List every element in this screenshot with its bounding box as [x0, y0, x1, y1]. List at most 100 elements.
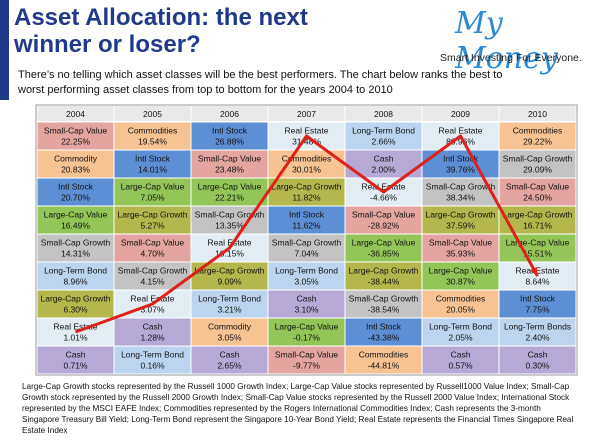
asset-return: -28.92% [368, 220, 400, 230]
asset-return: -43.38% [368, 332, 400, 342]
asset-name: Real Estate [516, 265, 560, 275]
asset-cell [114, 150, 191, 178]
asset-return: 30.01% [292, 164, 321, 174]
asset-cell [191, 318, 268, 346]
asset-cell [422, 262, 499, 290]
asset-return: 13.35% [215, 220, 244, 230]
asset-name: Real Estate [439, 125, 483, 135]
asset-cell [422, 290, 499, 318]
asset-return: 19.54% [138, 136, 167, 146]
asset-name: Commodities [513, 125, 563, 135]
asset-return: 0.16% [140, 360, 165, 370]
asset-cell [191, 178, 268, 206]
asset-name: Intl Stock [443, 153, 479, 163]
asset-return: -36.85% [368, 248, 400, 258]
asset-name: Small-Cap Growth [272, 237, 342, 247]
asset-name: Long-Term Bonds [504, 321, 571, 331]
asset-cell [37, 234, 114, 262]
asset-cell [422, 346, 499, 374]
asset-return: 37.59% [446, 220, 475, 230]
asset-return: 11.62% [292, 220, 321, 230]
asset-cell [114, 318, 191, 346]
asset-cell [268, 346, 345, 374]
asset-name: Large-Cap Value [198, 181, 262, 191]
asset-return: 35.93% [446, 248, 475, 258]
asset-name: Long-Term Bond [198, 293, 261, 303]
intro: There’s no telling which asset classes w… [18, 69, 503, 96]
asset-name: Large-Cap Value [429, 265, 493, 275]
header-cell [114, 106, 191, 121]
asset-return: 31.48% [292, 136, 321, 146]
title: Asset Allocation: the next winner or los… [14, 4, 308, 58]
asset-name: Small-Cap Value [121, 237, 184, 247]
asset-cell [499, 234, 576, 262]
asset-return: 30.87% [446, 276, 475, 286]
asset-return: 20.70% [61, 192, 90, 202]
asset-return: -9.77% [293, 360, 320, 370]
asset-name: Small-Cap Value [506, 181, 569, 191]
asset-return: 22.21% [215, 192, 244, 202]
asset-cell [345, 122, 422, 150]
asset-cell [345, 346, 422, 374]
asset-return: 6.30% [63, 304, 88, 314]
asset-return: 29.09% [523, 164, 552, 174]
asset-name: Large-Cap Growth [118, 209, 188, 219]
asset-return: 9.09% [217, 276, 242, 286]
asset-cell [37, 150, 114, 178]
asset-return: 20.83% [61, 164, 90, 174]
asset-cell [114, 234, 191, 262]
asset-return: 7.04% [294, 248, 319, 258]
asset-name: Large-Cap Growth [349, 265, 419, 275]
asset-name: Cash [220, 349, 240, 359]
asset-cell [499, 150, 576, 178]
asset-name: Intl Stock [520, 293, 556, 303]
asset-cell [499, 290, 576, 318]
asset-name: Small-Cap Growth [118, 265, 188, 275]
asset-return: 0.30% [525, 360, 550, 370]
asset-cell [422, 318, 499, 346]
asset-return: 1.01% [63, 332, 88, 342]
asset-cell [499, 318, 576, 346]
asset-name: Large-Cap Value [44, 209, 108, 219]
asset-return: 10.15% [215, 248, 244, 258]
asset-return: 3.07% [140, 304, 165, 314]
asset-return: 24.50% [523, 192, 552, 202]
asset-name: Intl Stock [212, 125, 248, 135]
asset-name: Commodities [128, 125, 178, 135]
asset-name: Large-Cap Value [121, 181, 185, 191]
asset-name: Cash [66, 349, 86, 359]
asset-name: Commodities [282, 153, 332, 163]
tagline: Smart Investing For Everyone. [440, 52, 582, 64]
asset-return: -44.81% [368, 360, 400, 370]
asset-return: 29.22% [523, 136, 552, 146]
asset-return: 22.25% [61, 136, 90, 146]
asset-cell [268, 318, 345, 346]
asset-name: Commodities [436, 293, 486, 303]
asset-name: Small-Cap Value [275, 349, 338, 359]
year-header: 2008 [374, 109, 393, 119]
year-header: 2005 [143, 109, 162, 119]
header-cell [37, 106, 114, 121]
asset-return: 80.96% [446, 136, 475, 146]
asset-cell [268, 262, 345, 290]
asset-return: 2.00% [371, 164, 396, 174]
asset-name: Small-Cap Value [198, 153, 261, 163]
asset-name: Intl Stock [366, 321, 402, 331]
asset-return: 38.34% [446, 192, 475, 202]
asset-cell [114, 178, 191, 206]
asset-name: Commodities [359, 349, 409, 359]
side-bar [0, 0, 9, 100]
asset-name: Large-Cap Growth [41, 293, 111, 303]
footnote: Large-Cap Growth stocks represented by t… [22, 382, 574, 435]
asset-cell [114, 122, 191, 150]
asset-return: 15.51% [523, 248, 552, 258]
asset-return: 8.64% [525, 276, 550, 286]
asset-name: Small-Cap Growth [426, 181, 496, 191]
asset-name: Intl Stock [289, 209, 325, 219]
asset-cell [114, 346, 191, 374]
asset-return: -0.17% [293, 332, 320, 342]
asset-name: Small-Cap Growth [503, 153, 573, 163]
asset-cell [268, 234, 345, 262]
